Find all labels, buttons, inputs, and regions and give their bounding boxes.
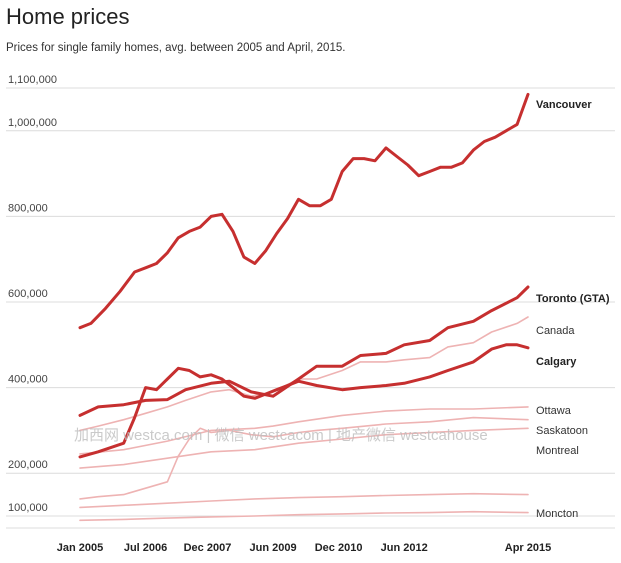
series-label: Calgary bbox=[536, 356, 577, 368]
series-label: Toronto (GTA) bbox=[536, 293, 610, 305]
grid-lines bbox=[6, 87, 615, 529]
y-tick-label: 100,000 bbox=[8, 502, 48, 514]
series-label: Vancouver bbox=[536, 99, 592, 111]
y-tick-label: 400,000 bbox=[8, 374, 48, 386]
x-tick-label: Apr 2015 bbox=[505, 542, 551, 554]
series-labels: Vancouver Toronto (GTA) Canada Calgary Ottaw… bbox=[536, 99, 610, 520]
y-tick-label: 800,000 bbox=[8, 202, 48, 214]
series-label: Montreal bbox=[536, 445, 579, 457]
series-light-group bbox=[79, 316, 529, 522]
x-tick-label: Dec 2007 bbox=[184, 542, 232, 554]
x-tick-label: Dec 2010 bbox=[315, 542, 363, 554]
y-tick-label: 600,000 bbox=[8, 288, 48, 300]
x-axis-ticks: Jan 2005 Jul 2006 Dec 2007 Jun 2009 Dec 2010… bbox=[57, 542, 551, 554]
chart-title: Home prices bbox=[6, 4, 130, 29]
series-line-ottawa bbox=[79, 406, 529, 455]
series-label: Saskatoon bbox=[536, 425, 588, 437]
series-line-montreal bbox=[79, 427, 529, 469]
y-axis-ticks: 100,000 200,000 400,000 600,000 800,000 1,000… bbox=[8, 74, 57, 514]
x-tick-label: Jan 2005 bbox=[57, 542, 103, 554]
chart-subtitle: Prices for single family homes, avg. bet… bbox=[6, 42, 346, 54]
series-bold-group bbox=[78, 92, 530, 459]
series-line-canada bbox=[79, 316, 529, 432]
series-line-moncton bbox=[79, 492, 529, 509]
x-tick-label: Jul 2006 bbox=[124, 542, 167, 554]
series-line-calgary bbox=[78, 343, 530, 459]
series-line-saskatoon bbox=[79, 416, 529, 500]
y-tick-label: 1,100,000 bbox=[8, 74, 57, 86]
watermark-text: 加西网 westca.com | 微信 westcacom | 地产微信 wes… bbox=[74, 427, 488, 444]
series-label: Canada bbox=[536, 325, 575, 337]
x-tick-label: Jun 2009 bbox=[249, 542, 296, 554]
y-tick-label: 200,000 bbox=[8, 459, 48, 471]
series-label: Ottawa bbox=[536, 405, 572, 417]
y-tick-label: 1,000,000 bbox=[8, 117, 57, 129]
series-label: Moncton bbox=[536, 508, 578, 520]
x-tick-label: Jun 2012 bbox=[381, 542, 428, 554]
series-line-toronto-gta bbox=[78, 285, 530, 417]
series-line bbox=[79, 510, 529, 522]
series-line-vancouver bbox=[78, 92, 530, 330]
